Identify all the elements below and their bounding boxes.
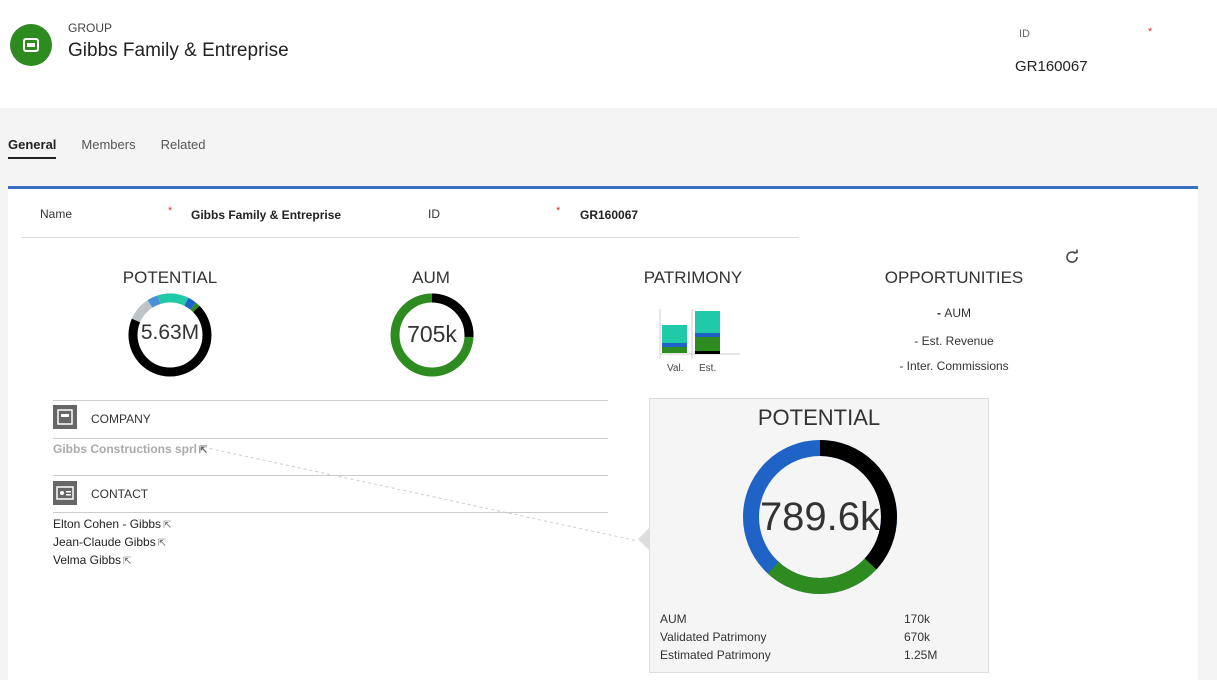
contact-link-2[interactable]: Jean-Claude Gibbs ⇱	[53, 535, 167, 549]
page-title: Gibbs Family & Entreprise	[68, 40, 289, 61]
popup-title: POTENTIAL	[757, 405, 881, 430]
tab-bar: General Members Related	[8, 137, 230, 159]
open-link-icon[interactable]: ⇱	[123, 556, 132, 567]
company-icon	[53, 405, 77, 429]
potential-detail-popup: POTENTIAL 789.6k AUM 170k Validated Patr…	[638, 398, 989, 673]
divider	[53, 438, 608, 439]
popup-row-value: 170k	[904, 612, 931, 626]
id-field[interactable]: GR160067	[580, 208, 639, 222]
opportunity-est-revenue: - Est. Revenue	[914, 334, 994, 348]
connector-line	[198, 445, 639, 542]
opportunity-inter-commissions: - Inter. Commissions	[899, 359, 1009, 373]
id-label: ID	[428, 207, 440, 221]
popup-value: 789.6k	[759, 495, 881, 539]
patrimony-label-val: Val.	[667, 363, 684, 374]
open-link-icon[interactable]: ⇱	[199, 445, 208, 456]
open-link-icon[interactable]: ⇱	[157, 538, 167, 549]
aum-donut[interactable]	[386, 289, 478, 381]
entity-type-label: GROUP	[68, 21, 113, 35]
contact-icon	[53, 481, 77, 505]
popup-row-value: 670k	[904, 630, 931, 644]
contact-link-1[interactable]: Elton Cohen - Gibbs ⇱	[53, 517, 172, 531]
popup-row-value: 1.25M	[904, 648, 938, 662]
contact-heading: CONTACT	[91, 487, 149, 501]
required-marker: *	[1148, 26, 1153, 38]
name-required-marker: *	[168, 205, 173, 217]
popup-row-label: Validated Patrimony	[660, 630, 767, 644]
patrimony-kpi-title: PATRIMONY	[643, 268, 743, 287]
company-link[interactable]: Gibbs Constructions sprl ⇱	[53, 442, 208, 456]
header-id-label: ID	[1019, 28, 1030, 40]
popup-row-label: Estimated Patrimony	[660, 648, 771, 662]
potential-donut[interactable]	[124, 289, 216, 381]
aum-value: 705k	[407, 321, 457, 347]
potential-kpi-title: POTENTIAL	[122, 268, 218, 287]
divider	[21, 237, 799, 238]
general-section: Name * Gibbs Family & Entreprise ID * GR…	[8, 186, 1198, 683]
tab-members[interactable]: Members	[81, 137, 136, 152]
refresh-icon[interactable]	[1064, 249, 1080, 270]
name-field[interactable]: Gibbs Family & Entreprise	[191, 208, 342, 222]
divider	[53, 400, 608, 401]
popup-pointer	[638, 527, 650, 551]
header-id-value: GR160067	[1015, 58, 1088, 75]
opportunity-aum: - AUM	[936, 306, 971, 320]
tab-general[interactable]: General	[8, 137, 57, 159]
opportunities-kpi-title: OPPORTUNITIES	[884, 268, 1024, 287]
name-label: Name	[40, 207, 73, 221]
tab-related[interactable]: Related	[160, 137, 206, 152]
popup-potential-donut[interactable]	[740, 437, 900, 597]
company-heading: COMPANY	[91, 412, 151, 426]
patrimony-chart[interactable]	[656, 299, 748, 374]
popup-row-label: AUM	[660, 612, 687, 626]
divider	[53, 475, 608, 476]
potential-value: 5.63M	[140, 321, 200, 344]
open-link-icon[interactable]: ⇱	[163, 520, 172, 531]
group-icon	[10, 24, 52, 66]
aum-kpi-title: AUM	[412, 268, 450, 287]
record-header: GROUP Gibbs Family & Entreprise ID * GR1…	[0, 0, 1217, 108]
divider	[53, 512, 608, 513]
contact-link-3[interactable]: Velma Gibbs ⇱	[53, 553, 132, 567]
id-required-marker: *	[556, 205, 561, 217]
patrimony-label-est: Est.	[699, 363, 717, 374]
